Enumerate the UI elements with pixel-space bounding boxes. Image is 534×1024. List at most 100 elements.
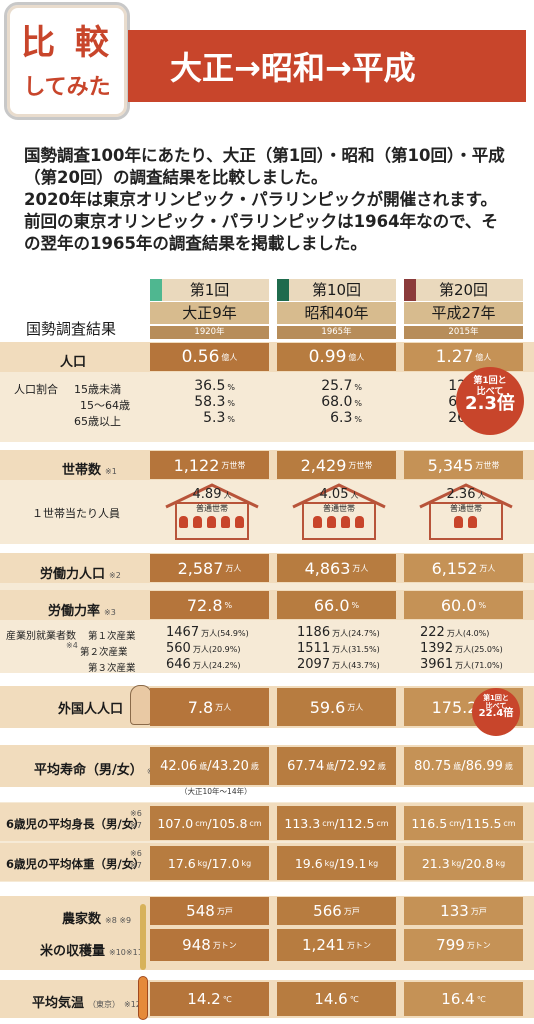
intro-line: 前回の東京オリンピック・パラリンピックは1964年なので、そ <box>24 212 498 231</box>
intro-line: 国勢調査100年にあたり、大正（第1回）・昭和（第10回）・平成 <box>24 146 505 165</box>
value-number: 66.0 <box>313 595 350 615</box>
industry-value: 2097 万人(43.7%) <box>279 657 391 674</box>
row-label-note: ※10※11 <box>109 948 143 957</box>
row-label: 6歳児の平均身長（男/女） <box>6 816 145 832</box>
house-icon-svg <box>165 483 259 540</box>
callout-line: 第1回と <box>473 376 507 386</box>
value-unit: 万世帯 <box>348 460 373 470</box>
intro-line: （第20回）の調査結果を比較しました。 <box>24 168 328 187</box>
value-number: 17.0 <box>211 855 240 871</box>
ratio-value: 6.3% <box>287 410 362 428</box>
column-round: 第10回 <box>277 279 396 301</box>
value-unit: 歳 <box>250 761 259 771</box>
column-year: 2015年 <box>404 326 523 339</box>
value-number: 175.2 <box>431 697 478 717</box>
thermometer-icon <box>138 976 148 1020</box>
per-household-label: １世帯当たり人員 <box>32 507 120 520</box>
household-unit: 人 <box>350 491 359 500</box>
value-unit: cm <box>322 818 335 828</box>
value-unit: kg <box>324 858 335 868</box>
badge: 比 較 してみた <box>4 2 130 120</box>
ratio-row-label: 65歳以上 <box>74 415 121 428</box>
row-label-text: 6歳児の平均身長（男/女） <box>6 817 145 831</box>
value-cell: 14.2 ℃ <box>150 982 269 1016</box>
value-unit: 万トン <box>466 940 491 950</box>
household-type: 普通世帯 <box>323 504 355 513</box>
person-icon <box>179 516 188 528</box>
intro-line: 2020年は東京オリンピック・パラリンピックが開催されます。 <box>24 190 497 209</box>
value-unit: 歳 <box>504 761 513 771</box>
value-unit: 万世帯 <box>475 460 500 470</box>
industry-row-label: 第３次産業 <box>88 663 136 674</box>
value-number: 20.8 <box>465 855 494 871</box>
person-illustration <box>130 685 152 725</box>
value-cell: 1,122 万世帯 <box>150 451 269 479</box>
row-label-note: ※12 <box>124 1000 141 1009</box>
industry-number: 1467 <box>166 625 200 640</box>
value-cell: 7.8 万人 <box>150 688 269 726</box>
value-unit: 万トン <box>212 940 237 950</box>
row-note: ※6 ※7 <box>130 809 142 830</box>
page-title: 大正→昭和→平成 <box>170 49 416 87</box>
value-separator: / <box>461 855 466 871</box>
household-type: 普通世帯 <box>450 504 482 513</box>
value-number: 16.4 <box>441 990 475 1008</box>
row-label: 米の収穫量 ※10※11 <box>40 940 143 959</box>
value-cell: 0.99 億人 <box>277 343 396 371</box>
household-unit: 人 <box>223 491 232 500</box>
industry-detail: 万人(54.9%) <box>201 629 249 638</box>
ratio-value: 5.3% <box>160 410 235 428</box>
ratio-number: 68.0 <box>321 394 353 410</box>
value-number: 113.3 <box>284 815 321 831</box>
value-number: 0.56 <box>181 347 220 367</box>
rice-plant-illustration <box>140 904 146 970</box>
person-icon <box>454 516 463 528</box>
value-cell: 548 万戸 <box>150 897 269 925</box>
value-unit: 万人 <box>225 563 242 573</box>
household-unit: 人 <box>477 491 486 500</box>
value-separator: / <box>207 758 212 774</box>
value-cell: 0.56 億人 <box>150 343 269 371</box>
person-icon <box>221 516 230 528</box>
badge-top-text: 比 較 <box>21 23 113 63</box>
ratio-unit: % <box>354 415 362 424</box>
industry-value: 1467 万人(54.9%) <box>152 625 264 642</box>
column-color-mark <box>404 279 416 301</box>
household-size: 2.36 人 <box>416 487 516 502</box>
ratio-row-label: 15～64歳 <box>80 399 130 412</box>
value-cell: 60.0% <box>404 591 523 619</box>
value-separator: / <box>207 855 212 871</box>
household-size: 4.89 人 <box>162 487 262 502</box>
house-icon-svg <box>292 483 386 540</box>
row-label: 平均寿命（男/女）※5 <box>34 759 159 778</box>
value-unit: 万人 <box>215 702 232 712</box>
value-number: 799 <box>436 936 465 954</box>
industry-number: 2097 <box>297 657 331 672</box>
callout-line: 比べて <box>485 702 507 710</box>
value-unit: 億人 <box>221 352 238 362</box>
value-unit: 歳 <box>199 761 208 771</box>
row-label-text: 外国人人口 <box>58 702 124 717</box>
value-cell: 1,241 万トン <box>277 929 396 961</box>
industry-detail: 万人(20.9%) <box>192 645 241 654</box>
person-icon <box>313 516 322 528</box>
value-cell: 116.5 cm / 115.5 cm <box>404 806 523 840</box>
value-number: 948 <box>182 936 211 954</box>
household-number: 4.89 <box>192 487 222 502</box>
table-title: 国勢調査結果 <box>26 320 117 338</box>
industry-value: 646 万人(24.2%) <box>152 657 264 674</box>
industry-row-label: 第１次産業 <box>88 631 136 642</box>
row-label-note: ※3 <box>104 608 116 617</box>
industry-value: 1392 万人(25.0%) <box>406 641 518 658</box>
industry-value: 1186 万人(24.7%) <box>279 625 391 642</box>
callout-value: 2.3倍 <box>465 393 515 414</box>
value-number: 19.1 <box>338 855 367 871</box>
value-cell: 4,863 万人 <box>277 554 396 582</box>
value-number: 2,429 <box>300 455 347 475</box>
row-label: 平均気温 （東京） ※12 <box>32 992 141 1011</box>
row-label: 労働力率 ※3 <box>48 600 116 619</box>
row-label-text: 世帯数 <box>62 463 102 478</box>
value-number: 133 <box>440 902 469 920</box>
value-number: 4,863 <box>304 558 351 578</box>
value-number: 2,587 <box>177 558 224 578</box>
